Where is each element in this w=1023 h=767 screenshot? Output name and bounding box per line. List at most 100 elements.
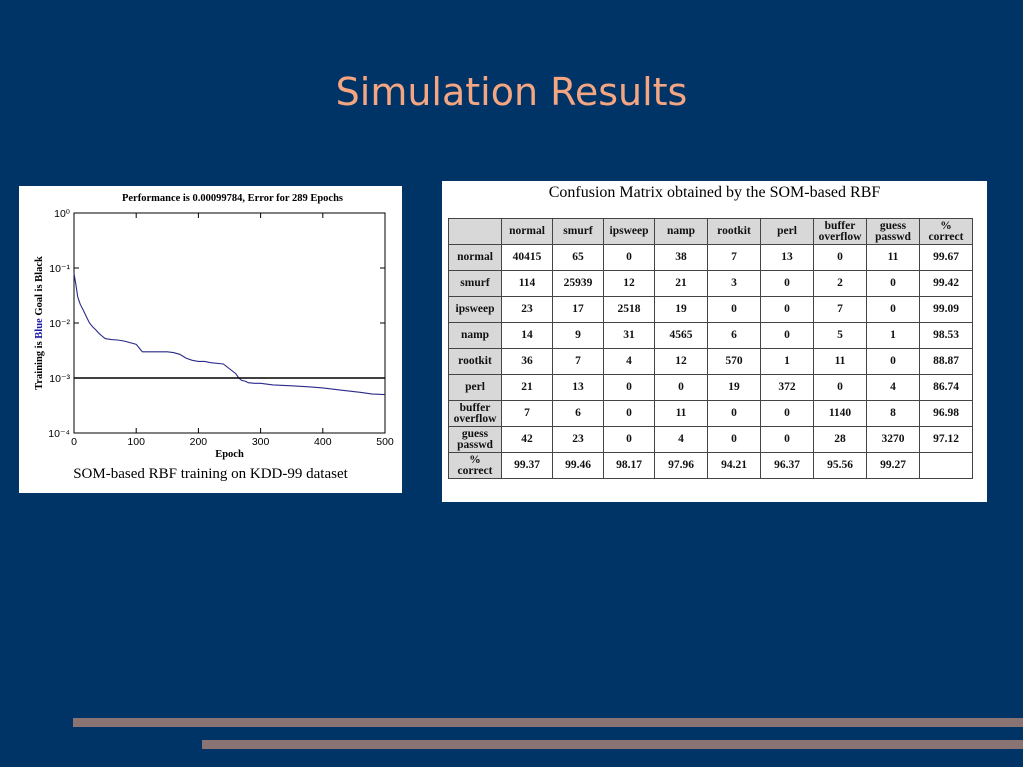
table-cell: 7 <box>813 296 867 323</box>
table-cell: 570 <box>707 348 761 375</box>
table-cell: 6 <box>707 322 761 349</box>
table-cell: 4565 <box>654 322 708 349</box>
table-cell: 36 <box>501 348 553 375</box>
x-tick-label: 300 <box>252 436 270 448</box>
table-cell: 28 <box>813 426 867 453</box>
row-header: buffer overflow <box>448 400 502 427</box>
row-header: % correct <box>448 452 502 479</box>
table-cell: 1140 <box>813 400 867 427</box>
x-tick-label: 500 <box>376 436 394 448</box>
confusion-matrix-table: normal smurf ipsweep namp rootkit perl buffer o… <box>448 218 973 479</box>
table-row: % correct 99.37 99.46 98.17 97.96 94.21 96.37 95… <box>448 452 973 479</box>
table-cell: 0 <box>707 296 761 323</box>
table-cell: 0 <box>760 296 814 323</box>
table-cell: 21 <box>501 374 553 401</box>
x-tick-label: 400 <box>314 436 332 448</box>
table-cell: 99.46 <box>552 452 604 479</box>
row-header: guess passwd <box>448 426 502 453</box>
training-plot-panel: Performance is 0.00099784, Error for 289… <box>19 186 402 493</box>
chart-title: Performance is 0.00099784, Error for 289… <box>122 193 343 204</box>
table-cell: 372 <box>760 374 814 401</box>
table-cell: 11 <box>813 348 867 375</box>
plot-frame <box>73 212 386 434</box>
table-cell: 3270 <box>866 426 920 453</box>
table-cell: 9 <box>552 322 604 349</box>
table-cell: 7 <box>552 348 604 375</box>
table-cell: 3 <box>707 270 761 297</box>
table-row: smurf 114 25939 12 21 3 0 2 0 99.42 <box>448 270 973 297</box>
row-header: perl <box>448 374 502 401</box>
table-cell: 0 <box>760 322 814 349</box>
x-tick-label: 100 <box>127 436 145 448</box>
table-cell: 0 <box>866 348 920 375</box>
footer-bar-top <box>73 718 1023 727</box>
x-tick-label: 200 <box>190 436 208 448</box>
table-cell: 0 <box>603 400 655 427</box>
table-cell: 7 <box>707 244 761 271</box>
table-cell: 0 <box>603 244 655 271</box>
table-cell: 95.56 <box>813 452 867 479</box>
corner-cell <box>448 218 502 245</box>
table-cell: 99.42 <box>919 270 973 297</box>
table-cell: 13 <box>552 374 604 401</box>
table-cell: 12 <box>603 270 655 297</box>
table-cell: 14 <box>501 322 553 349</box>
y-axis-label: Training is Blue Goal is Black <box>34 256 45 390</box>
table-cell: 99.37 <box>501 452 553 479</box>
x-axis-label: Epoch <box>215 449 244 460</box>
column-header: ipsweep <box>603 218 655 245</box>
table-row: namp 14 9 31 4565 6 0 5 1 98.53 <box>448 322 973 349</box>
x-tick-label: 0 <box>71 436 77 448</box>
table-cell: 97.12 <box>919 426 973 453</box>
table-cell: 0 <box>654 374 708 401</box>
table-cell: 0 <box>603 426 655 453</box>
table-cell: 4 <box>654 426 708 453</box>
table-row: guess passwd 42 23 0 4 0 0 28 3270 97.12 <box>448 426 973 453</box>
table-cell: 0 <box>813 244 867 271</box>
table-cell: 65 <box>552 244 604 271</box>
table-cell: 12 <box>654 348 708 375</box>
table-cell: 0 <box>707 426 761 453</box>
table-cell: 98.17 <box>603 452 655 479</box>
table-row: ipsweep 23 17 2518 19 0 0 7 0 99.09 <box>448 296 973 323</box>
table-cell: 8 <box>866 400 920 427</box>
table-cell: 19 <box>654 296 708 323</box>
y-tick-label: 10⁻³ <box>49 373 70 385</box>
slide-title: Simulation Results <box>335 70 688 114</box>
table-cell: 11 <box>866 244 920 271</box>
y-tick-label: 10⁻⁴ <box>48 428 70 440</box>
table-cell: 2518 <box>603 296 655 323</box>
table-cell: 0 <box>707 400 761 427</box>
table-cell: 42 <box>501 426 553 453</box>
table-cell: 4 <box>603 348 655 375</box>
y-axis-label-part: Goal is Black <box>34 256 45 318</box>
table-cell: 21 <box>654 270 708 297</box>
table-cell: 99.09 <box>919 296 973 323</box>
table-row: buffer overflow 7 6 0 11 0 0 1140 8 96.98 <box>448 400 973 427</box>
table-cell: 1 <box>760 348 814 375</box>
table-cell: 0 <box>866 270 920 297</box>
table-cell: 88.87 <box>919 348 973 375</box>
table-cell: 7 <box>501 400 553 427</box>
table-cell: 94.21 <box>707 452 761 479</box>
table-cell: 86.74 <box>919 374 973 401</box>
table-cell: 11 <box>654 400 708 427</box>
row-header: ipsweep <box>448 296 502 323</box>
plot-caption: SOM-based RBF training on KDD-99 dataset <box>73 466 348 482</box>
row-header: smurf <box>448 270 502 297</box>
table-cell: 0 <box>866 296 920 323</box>
table-row: perl 21 13 0 0 19 372 0 4 86.74 <box>448 374 973 401</box>
table-cell: 23 <box>501 296 553 323</box>
table-cell: 99.67 <box>919 244 973 271</box>
table-cell: 98.53 <box>919 322 973 349</box>
table-cell: 6 <box>552 400 604 427</box>
column-header: % correct <box>919 218 973 245</box>
y-tick-label: 10⁻¹ <box>49 263 70 275</box>
y-axis-label-part: Blue <box>34 318 45 339</box>
table-cell: 25939 <box>552 270 604 297</box>
training-performance-chart: Performance is 0.00099784, Error for 289… <box>34 193 394 460</box>
table-cell: 0 <box>813 374 867 401</box>
table-cell: 0 <box>760 426 814 453</box>
table-cell: 4 <box>866 374 920 401</box>
table-cell: 19 <box>707 374 761 401</box>
